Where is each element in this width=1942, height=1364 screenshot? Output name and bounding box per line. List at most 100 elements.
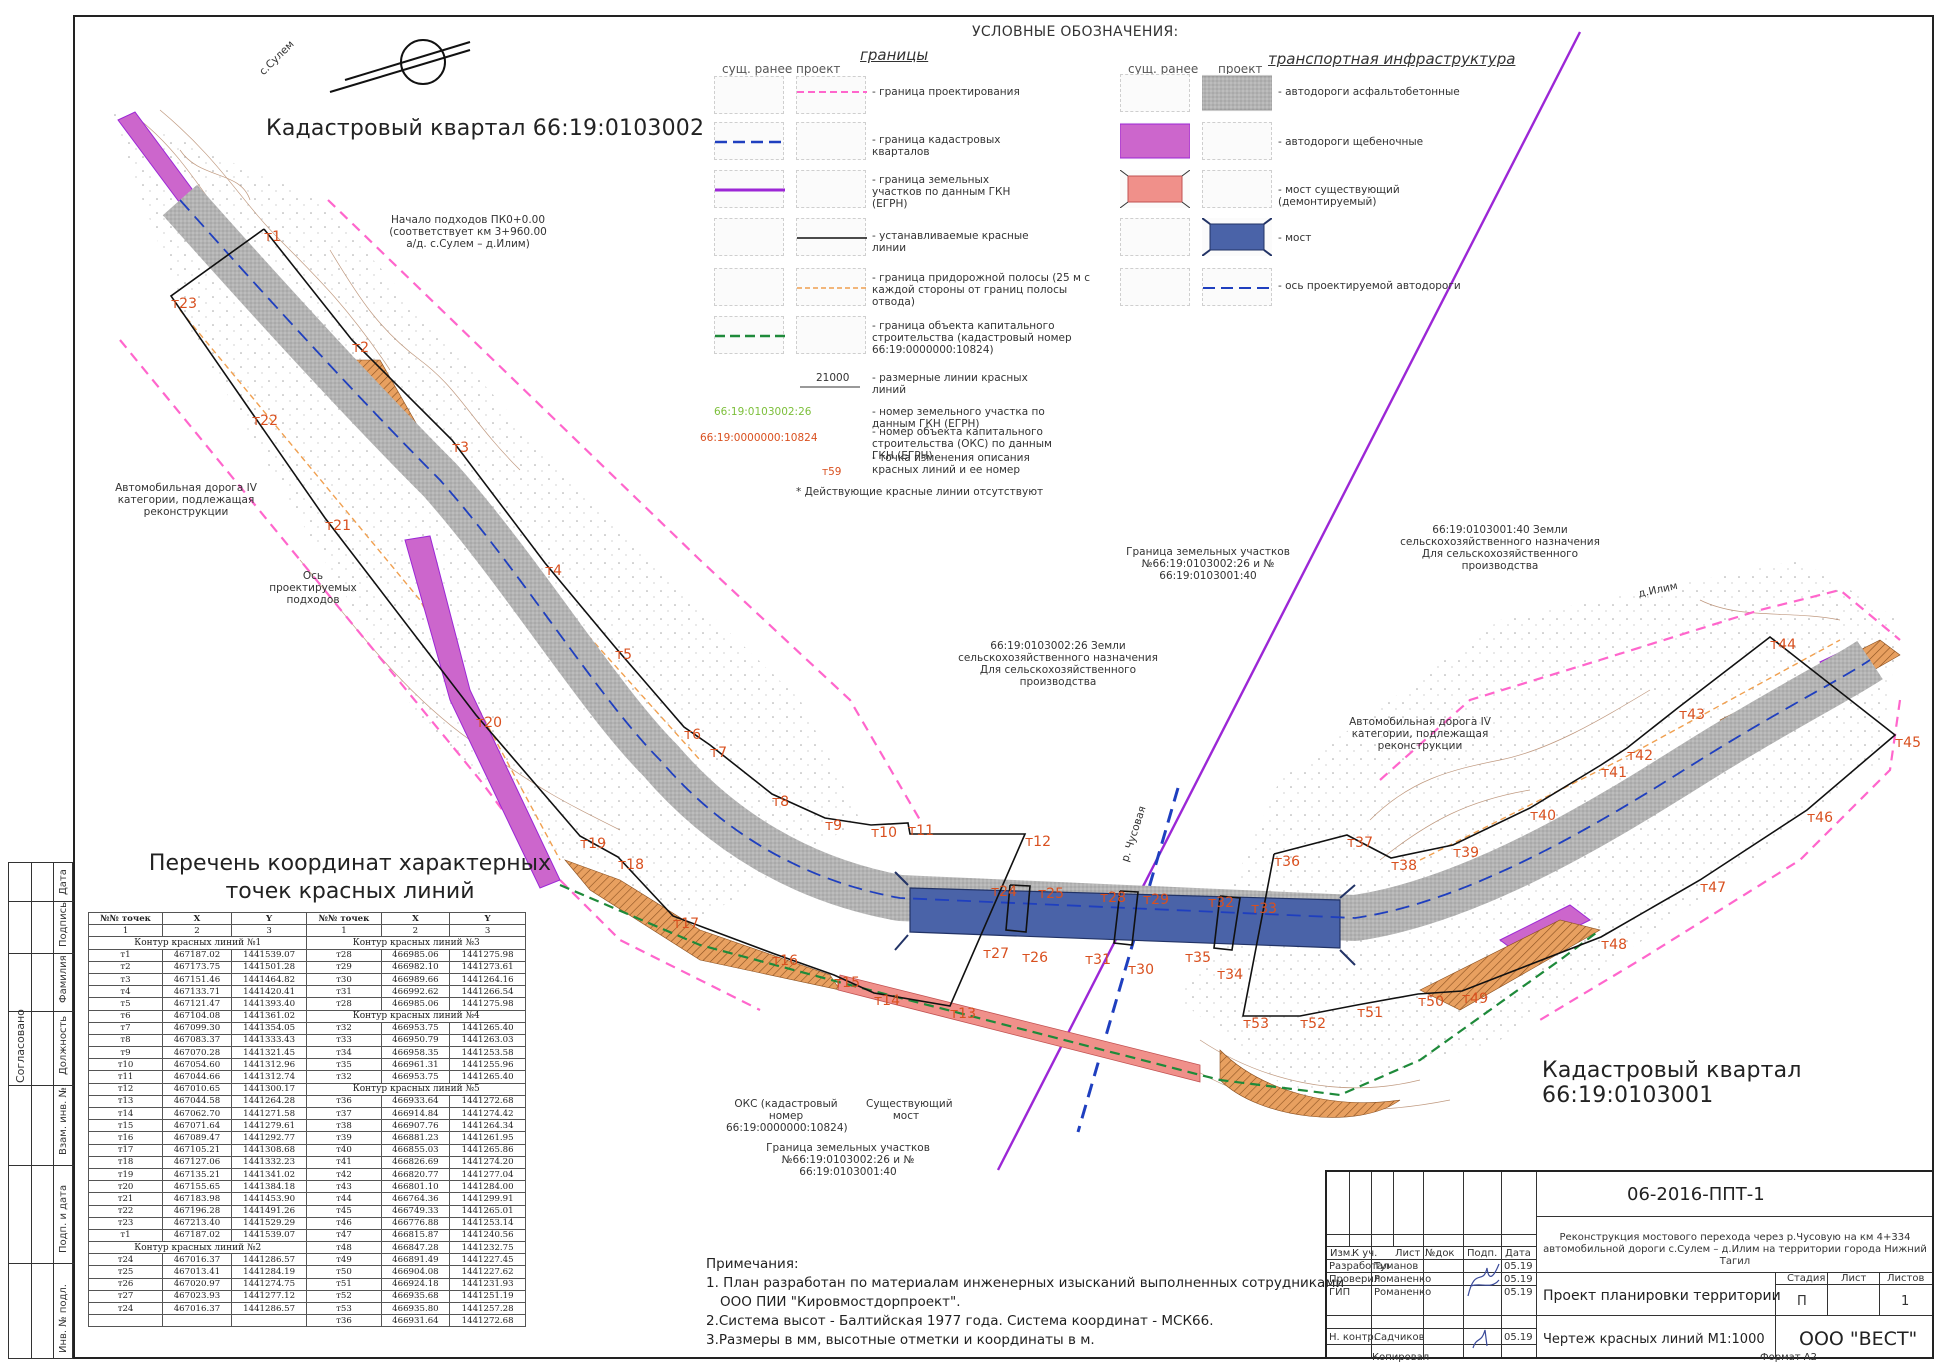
annotation-road-right: Автомобильная дорога IV категории, подле… bbox=[1349, 716, 1491, 752]
point-label: т45 bbox=[1895, 735, 1921, 751]
point-label: т17 bbox=[673, 916, 699, 932]
table-cell: т33 bbox=[306, 1033, 382, 1048]
table-cell: 1441274.75 bbox=[230, 1277, 308, 1291]
legend-box bbox=[1201, 217, 1273, 257]
legend-box bbox=[1120, 218, 1190, 256]
tb-stage: П bbox=[1797, 1294, 1807, 1309]
legend-box bbox=[796, 316, 866, 354]
tb-name: Романенко bbox=[1374, 1274, 1432, 1285]
table-cell: т46 bbox=[306, 1216, 382, 1230]
tb-col-list: Лист bbox=[1395, 1248, 1421, 1259]
table-cell: 1441284.19 bbox=[230, 1265, 308, 1279]
table-cell: 467133.71 bbox=[162, 985, 232, 999]
table-row: т16 467089.47 1441292.77 т39 466881.23 144126… bbox=[87, 1131, 526, 1145]
point-label: т27 bbox=[983, 946, 1009, 962]
table-cell: т24 bbox=[87, 1253, 164, 1267]
table-cell: 1441251.19 bbox=[449, 1289, 526, 1304]
table-cell: 1441240.56 bbox=[449, 1228, 526, 1243]
point-label: т44 bbox=[1770, 637, 1796, 653]
table-cell: т12 bbox=[87, 1082, 164, 1096]
legend-item-gravel: - автодороги щебеночные bbox=[1278, 136, 1424, 148]
legend-item-project-border: - граница проектирования bbox=[872, 86, 1020, 98]
table-cell: 467187.02 bbox=[162, 1228, 232, 1243]
table-cell: 467121.47 bbox=[162, 997, 232, 1011]
new-bridge bbox=[894, 871, 1356, 966]
project-boundary bbox=[119, 199, 1902, 1021]
table-cell: 467016.37 bbox=[162, 1253, 232, 1267]
table-cell: т15 bbox=[87, 1119, 164, 1133]
table-row: т6 467104.08 1441361.02 Контур красных лини… bbox=[87, 1009, 526, 1023]
tb-object: Реконструкция мостового перехода через р… bbox=[1543, 1232, 1927, 1267]
table-cell: 467213.40 bbox=[162, 1216, 232, 1230]
point-label: т53 bbox=[1243, 1016, 1269, 1032]
signature-icon bbox=[1467, 1263, 1500, 1297]
notes-line: 3.Размеры в мм, высотные отметки и коорд… bbox=[706, 1332, 1095, 1348]
point-label: т36 bbox=[1274, 854, 1300, 870]
table-row: т9 467070.28 1441321.45 т34 466958.35 1441253… bbox=[87, 1046, 526, 1060]
legend-point-sample: т59 bbox=[822, 466, 842, 478]
table-cell: 1441277.04 bbox=[449, 1167, 526, 1182]
cadastral-block-label-2: Кадастровый квартал 66:19:0103001 bbox=[1542, 1058, 1802, 1108]
cadastral-boundary bbox=[1076, 787, 1180, 1133]
legend-item-oks-border: - граница объекта капитального строитель… bbox=[872, 320, 1072, 356]
tb-format: Формат А2 bbox=[1760, 1352, 1817, 1363]
table-cell: 466950.79 bbox=[380, 1033, 451, 1048]
red-lines bbox=[169, 228, 1897, 1017]
table-cell: 1441271.58 bbox=[230, 1106, 308, 1121]
table-row: т18 467127.06 1441332.23 т41 466826.69 144127… bbox=[87, 1155, 526, 1169]
legend-category-transport: транспортная инфраструктура bbox=[1268, 50, 1516, 68]
table-cell: 467010.65 bbox=[162, 1082, 232, 1096]
col-number: 3 bbox=[449, 924, 526, 938]
table-cell bbox=[230, 1314, 308, 1328]
table-cell: 467062.70 bbox=[162, 1106, 232, 1121]
legend-parcel-text: - номер земельного участка по данным ГКН… bbox=[872, 406, 1045, 430]
table-cell: 1441266.54 bbox=[449, 985, 526, 999]
table-row: т5 467121.47 1441393.40 т28 466985.06 1441275… bbox=[87, 997, 526, 1011]
table-cell: 467183.98 bbox=[162, 1192, 232, 1206]
point-label: т16 bbox=[772, 953, 798, 969]
table-row: т17 467105.21 1441308.68 т40 466855.03 144126… bbox=[87, 1143, 526, 1157]
legend-col-existing-left: сущ. ранее bbox=[722, 62, 793, 76]
title-block: Изм. К уч. Лист №док Подп. Дата Разработ… bbox=[1325, 1170, 1934, 1359]
table-cell: 466953.75 bbox=[380, 1021, 451, 1035]
table-row: т20 467155.65 1441384.18 т43 466801.10 144128… bbox=[87, 1180, 526, 1194]
col-number: 1 bbox=[306, 924, 382, 938]
table-cell: 1441273.61 bbox=[449, 960, 526, 974]
point-label: т31 bbox=[1085, 952, 1111, 968]
tb-col-doc: №док bbox=[1425, 1248, 1455, 1259]
table-row: т7 467099.30 1441354.05 т32 466953.75 1441265… bbox=[87, 1021, 526, 1035]
section-cell: Контур красных линий №5 bbox=[306, 1082, 526, 1096]
notes-line: 2.Система высот - Балтийская 1977 года. … bbox=[706, 1313, 1214, 1329]
table-row: т10 467054.60 1441312.96 т35 466961.31 144125… bbox=[87, 1058, 526, 1072]
tb-date: 05.19 bbox=[1504, 1261, 1533, 1272]
point-label: т11 bbox=[908, 823, 934, 839]
table-cell: т50 bbox=[306, 1265, 382, 1279]
table-cell: 1441265.40 bbox=[449, 1070, 526, 1084]
table-cell: т42 bbox=[306, 1167, 382, 1182]
table-row: т8 467083.37 1441333.43 т33 466950.79 1441263… bbox=[87, 1033, 526, 1048]
tb-stage-header: Стадия bbox=[1787, 1273, 1826, 1284]
table-cell: т5 bbox=[87, 997, 164, 1011]
table-cell: т39 bbox=[306, 1131, 382, 1145]
legend-point-text: - точка изменения описания красных линий… bbox=[872, 452, 1030, 476]
point-label: т24 bbox=[991, 884, 1017, 900]
table-cell: 1441384.18 bbox=[230, 1180, 308, 1194]
table-cell: т37 bbox=[306, 1106, 382, 1121]
section-cell: Контур красных линий №2 bbox=[87, 1241, 308, 1255]
point-label: т10 bbox=[871, 825, 897, 841]
stamp-label-date: Дата bbox=[58, 869, 69, 895]
tb-doc: Проект планировки территории bbox=[1543, 1288, 1781, 1304]
point-label: т13 bbox=[950, 1006, 976, 1022]
table-cell: 1441393.40 bbox=[230, 997, 308, 1011]
table-row: т26 467020.97 1441274.75 т51 466924.18 144123… bbox=[87, 1277, 526, 1291]
tb-sheets-header: Листов bbox=[1887, 1273, 1925, 1284]
table-cell: 1441272.68 bbox=[449, 1314, 526, 1328]
table-cell: 467083.37 bbox=[162, 1033, 232, 1048]
point-label: т14 bbox=[874, 993, 900, 1009]
table-cell: 1441464.82 bbox=[230, 972, 308, 987]
table-cell: 1441265.01 bbox=[449, 1204, 526, 1218]
point-label: т5 bbox=[615, 647, 633, 663]
table-cell: 1441341.02 bbox=[230, 1167, 308, 1182]
table-cell: т11 bbox=[87, 1070, 164, 1084]
